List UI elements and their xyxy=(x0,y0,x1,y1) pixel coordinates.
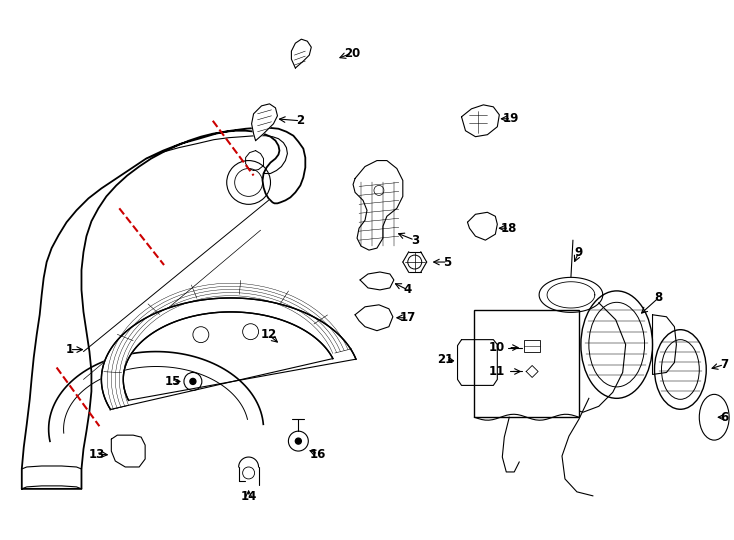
Polygon shape xyxy=(360,272,394,290)
Text: 12: 12 xyxy=(261,328,277,341)
Text: 4: 4 xyxy=(404,284,412,296)
Text: 6: 6 xyxy=(720,411,728,424)
Text: 17: 17 xyxy=(400,311,416,324)
Text: 16: 16 xyxy=(310,448,327,461)
Polygon shape xyxy=(291,39,311,68)
Polygon shape xyxy=(101,298,356,409)
Text: 15: 15 xyxy=(165,375,181,388)
Polygon shape xyxy=(252,104,277,140)
Text: 21: 21 xyxy=(437,353,454,366)
Polygon shape xyxy=(112,435,145,467)
Text: 10: 10 xyxy=(488,341,504,354)
Text: 20: 20 xyxy=(344,46,360,59)
Text: 9: 9 xyxy=(575,246,583,259)
Text: 18: 18 xyxy=(501,222,517,235)
Text: 8: 8 xyxy=(655,292,663,305)
Polygon shape xyxy=(353,160,403,250)
Polygon shape xyxy=(457,340,498,386)
Text: 11: 11 xyxy=(488,365,504,378)
Text: 2: 2 xyxy=(297,114,305,127)
Text: 19: 19 xyxy=(503,112,520,125)
Text: 5: 5 xyxy=(443,255,451,268)
Polygon shape xyxy=(653,315,677,374)
Polygon shape xyxy=(462,105,499,137)
Text: 14: 14 xyxy=(241,490,257,503)
Text: 3: 3 xyxy=(411,234,419,247)
Bar xyxy=(474,310,579,417)
Polygon shape xyxy=(355,305,393,330)
Text: 1: 1 xyxy=(65,343,73,356)
Text: 13: 13 xyxy=(88,448,104,461)
Circle shape xyxy=(295,438,302,444)
Polygon shape xyxy=(468,212,498,240)
Bar xyxy=(524,340,540,352)
Text: 7: 7 xyxy=(720,358,728,371)
Circle shape xyxy=(190,379,196,384)
